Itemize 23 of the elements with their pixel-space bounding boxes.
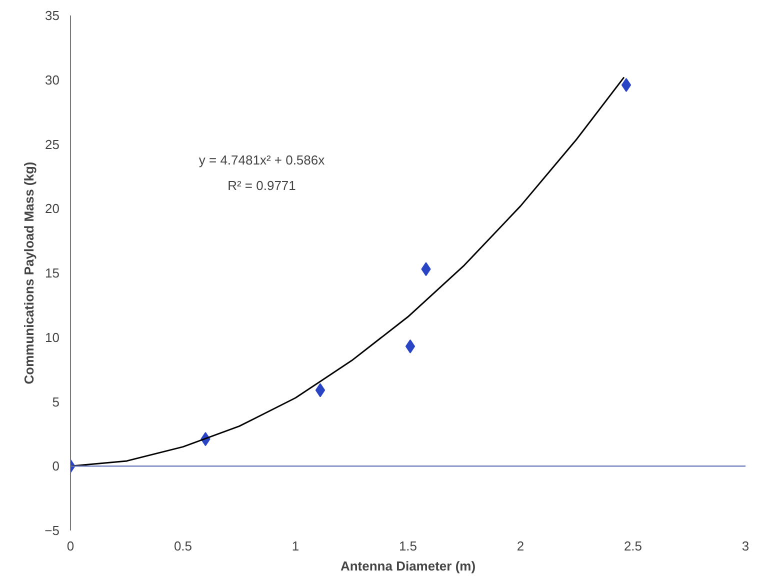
point [621,78,632,92]
x-axis-title: Antenna Diameter (m) [340,558,476,574]
y-tick-label: 30 [45,72,60,88]
annotation: R² = 0.9771 [228,178,296,194]
annotation: y = 4.7481x² + 0.586x [198,152,326,168]
x-tick-label: 0 [66,538,74,554]
y-tick-label: 10 [45,330,60,345]
y-tick-label: 15 [45,266,60,280]
y-tick-label: 0 [52,458,60,474]
point [315,383,326,398]
y-axis-title: Communications Payload Mass (kg) [22,162,37,384]
y-tick-label: 25 [45,136,60,152]
y-tick-label: 35 [45,8,60,23]
x-tick-label: 3 [742,538,750,554]
x-tick-label: 1.5 [398,538,418,554]
y-tick-label: −5 [44,523,60,538]
y-tick-label: 20 [45,201,60,216]
y-tick-label: 5 [52,394,60,410]
x-tick-label: 2.5 [624,538,642,554]
x-tick-label: 2 [516,538,524,554]
x-tick-label: 1 [292,538,300,554]
x-tick-label: 0.5 [174,538,192,554]
point [405,339,416,354]
